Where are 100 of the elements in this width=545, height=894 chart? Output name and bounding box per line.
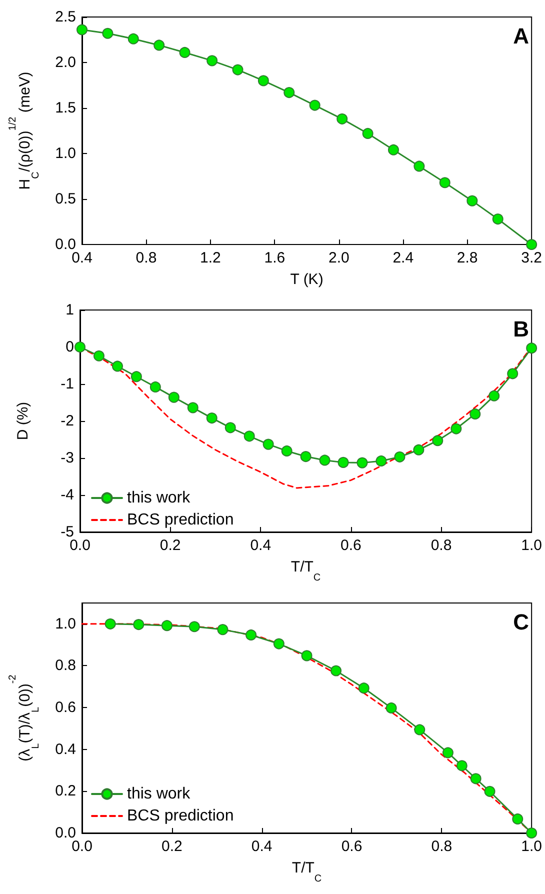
point	[470, 773, 482, 784]
point	[150, 381, 161, 392]
point	[512, 813, 524, 824]
x-axis-title: T (K)	[290, 271, 324, 288]
legend-label: BCS prediction	[127, 512, 234, 528]
point	[206, 412, 218, 424]
point	[358, 682, 370, 694]
point	[388, 144, 399, 156]
point	[450, 423, 462, 434]
y-tick-label: 0.0	[55, 236, 76, 253]
y-tick-label: 2.5	[55, 8, 76, 26]
y-tick-label: 0.8	[55, 657, 76, 674]
point	[484, 786, 496, 797]
point	[128, 33, 139, 44]
x-tick-label: 1.6	[264, 250, 286, 266]
legend-label: this work	[127, 786, 192, 802]
point	[188, 621, 200, 632]
point	[439, 177, 450, 188]
point	[258, 75, 269, 86]
annotation: C	[513, 610, 530, 634]
point	[179, 46, 190, 58]
x-axis-title: T/TC	[292, 860, 322, 884]
x-tick-label: 0.2	[160, 537, 181, 554]
point	[466, 195, 478, 206]
point	[470, 408, 481, 420]
point	[456, 760, 468, 772]
point	[76, 24, 88, 36]
point	[244, 430, 255, 442]
x-tick-label: 2.4	[392, 250, 414, 266]
point	[262, 438, 274, 450]
y-tick-label: 1	[66, 302, 74, 318]
x-tick-label: 0.8	[430, 537, 452, 554]
x-tick-label: 3.2	[521, 250, 542, 266]
point	[362, 128, 374, 139]
y-tick-label: 1.0	[55, 615, 76, 632]
y-tick-label: -3	[60, 450, 74, 466]
y-tick-label: -1	[60, 376, 74, 392]
x-tick-label: 0.2	[161, 838, 182, 855]
point	[300, 451, 312, 462]
y-axis-title: HC/(ρ(0))1/2 (meV)	[8, 72, 42, 190]
y-tick-label: 1.0	[55, 145, 76, 162]
point	[336, 113, 348, 124]
point	[104, 618, 116, 630]
point	[309, 100, 320, 111]
y-tick-label: 0.0	[55, 824, 76, 842]
annotation: A	[513, 24, 530, 48]
point	[187, 402, 198, 414]
y-tick-label: 2.0	[55, 54, 76, 71]
point	[414, 724, 426, 736]
y-tick-label: 0.6	[55, 699, 76, 716]
x-tick-label: 2.0	[328, 250, 350, 266]
y-tick-label: 0	[66, 338, 74, 356]
y-tick-label: 1.5	[55, 100, 76, 116]
point	[488, 390, 500, 402]
point	[394, 451, 406, 462]
point	[206, 55, 218, 66]
point	[526, 828, 538, 838]
y-tick-label: -5	[60, 524, 74, 540]
point	[414, 160, 425, 172]
point	[102, 28, 114, 39]
point	[301, 650, 312, 662]
point	[161, 620, 172, 632]
x-tick-label: 0.6	[341, 838, 362, 855]
x-tick-label: 0.8	[136, 250, 157, 266]
point	[442, 747, 454, 758]
point	[338, 456, 349, 468]
point	[154, 40, 165, 51]
point	[319, 454, 330, 466]
point	[224, 422, 236, 434]
point	[246, 629, 257, 640]
annotation: B	[513, 316, 530, 342]
legend-label: BCS prediction	[127, 808, 234, 824]
point	[133, 619, 144, 630]
point	[432, 435, 444, 446]
x-tick-label: 1.2	[200, 250, 221, 266]
point	[112, 360, 123, 372]
x-tick-label: 0.4	[250, 537, 272, 554]
x-tick-label: 0.8	[431, 838, 452, 855]
x-tick-label: 1.0	[521, 537, 542, 554]
point	[330, 665, 342, 676]
point	[526, 342, 538, 354]
point	[284, 87, 295, 98]
x-tick-label: 2.8	[456, 250, 478, 266]
point	[507, 368, 518, 380]
y-axis-title: D (%)	[14, 402, 32, 440]
point	[74, 342, 86, 352]
y-tick-label: 0.2	[55, 782, 76, 800]
point	[130, 371, 142, 382]
y-tick-label: -2	[60, 412, 74, 430]
y-tick-label: 0.4	[55, 740, 76, 758]
point	[232, 64, 244, 76]
point	[356, 457, 368, 468]
point	[526, 239, 538, 250]
x-tick-label: 0.6	[340, 537, 362, 554]
point	[492, 214, 504, 225]
x-tick-label: 1.0	[521, 838, 542, 855]
y-axis-title: (λL(T)/λL(0))-2	[8, 674, 42, 762]
point	[273, 638, 284, 650]
point	[168, 392, 180, 403]
y-tick-label: 0.5	[55, 190, 76, 208]
